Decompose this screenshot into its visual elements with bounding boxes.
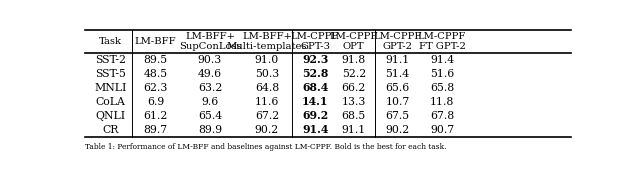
Text: 90.2: 90.2 — [385, 125, 410, 135]
Text: CR: CR — [102, 125, 119, 135]
Text: 51.6: 51.6 — [430, 69, 454, 79]
Text: 62.3: 62.3 — [143, 83, 168, 93]
Text: 63.2: 63.2 — [198, 83, 222, 93]
Text: 67.8: 67.8 — [430, 111, 454, 121]
Text: 91.1: 91.1 — [342, 125, 366, 135]
Text: 49.6: 49.6 — [198, 69, 222, 79]
Text: Task: Task — [99, 37, 122, 46]
Text: QNLI: QNLI — [96, 111, 126, 121]
Text: 64.8: 64.8 — [255, 83, 279, 93]
Text: 51.4: 51.4 — [385, 69, 410, 79]
Text: 91.8: 91.8 — [342, 55, 366, 65]
Text: LM-CPPF: LM-CPPF — [291, 33, 339, 42]
Text: 91.4: 91.4 — [430, 55, 454, 65]
Text: MNLI: MNLI — [95, 83, 127, 93]
Text: 10.7: 10.7 — [385, 97, 410, 107]
Text: 65.6: 65.6 — [385, 83, 410, 93]
Text: LM-BFF: LM-BFF — [134, 37, 176, 46]
Text: LM-CPPF: LM-CPPF — [330, 33, 378, 42]
Text: LM-CPPF: LM-CPPF — [373, 33, 422, 42]
Text: 61.2: 61.2 — [143, 111, 168, 121]
Text: 6.9: 6.9 — [147, 97, 164, 107]
Text: 65.4: 65.4 — [198, 111, 222, 121]
Text: 67.5: 67.5 — [385, 111, 410, 121]
Text: FT GPT-2: FT GPT-2 — [419, 42, 465, 51]
Text: 9.6: 9.6 — [202, 97, 219, 107]
Text: 14.1: 14.1 — [302, 96, 328, 107]
Text: Multi-templates: Multi-templates — [227, 42, 307, 51]
Text: 13.3: 13.3 — [342, 97, 366, 107]
Text: 11.6: 11.6 — [255, 97, 279, 107]
Text: 89.5: 89.5 — [143, 55, 168, 65]
Text: LM-BFF+: LM-BFF+ — [242, 33, 292, 42]
Text: 68.5: 68.5 — [342, 111, 366, 121]
Text: SupConLoss: SupConLoss — [179, 42, 241, 51]
Text: 90.2: 90.2 — [255, 125, 279, 135]
Text: SST-5: SST-5 — [95, 69, 126, 79]
Text: 66.2: 66.2 — [342, 83, 366, 93]
Text: OPT: OPT — [343, 42, 365, 51]
Text: 91.1: 91.1 — [385, 55, 410, 65]
Text: GPT-2: GPT-2 — [383, 42, 412, 51]
Text: 52.2: 52.2 — [342, 69, 366, 79]
Text: GPT-3: GPT-3 — [300, 42, 330, 51]
Text: 91.0: 91.0 — [255, 55, 279, 65]
Text: LM-CPPF: LM-CPPF — [418, 33, 467, 42]
Text: 11.8: 11.8 — [430, 97, 454, 107]
Text: Table 1: Performance of LM-BFF and baselines against LM-CPPF. Bold is the best f: Table 1: Performance of LM-BFF and basel… — [85, 143, 447, 151]
Text: 92.3: 92.3 — [302, 54, 328, 65]
Text: 89.7: 89.7 — [143, 125, 168, 135]
Text: CoLA: CoLA — [96, 97, 125, 107]
Text: 52.8: 52.8 — [302, 68, 328, 79]
Text: 50.3: 50.3 — [255, 69, 279, 79]
Text: LM-BFF+: LM-BFF+ — [185, 33, 235, 42]
Text: 67.2: 67.2 — [255, 111, 279, 121]
Text: 65.8: 65.8 — [430, 83, 454, 93]
Text: 89.9: 89.9 — [198, 125, 222, 135]
Text: 90.7: 90.7 — [430, 125, 454, 135]
Text: 91.4: 91.4 — [302, 124, 328, 135]
Text: 48.5: 48.5 — [143, 69, 168, 79]
Text: 69.2: 69.2 — [302, 110, 328, 121]
Text: 90.3: 90.3 — [198, 55, 222, 65]
Text: 68.4: 68.4 — [302, 82, 328, 93]
Text: SST-2: SST-2 — [95, 55, 126, 65]
